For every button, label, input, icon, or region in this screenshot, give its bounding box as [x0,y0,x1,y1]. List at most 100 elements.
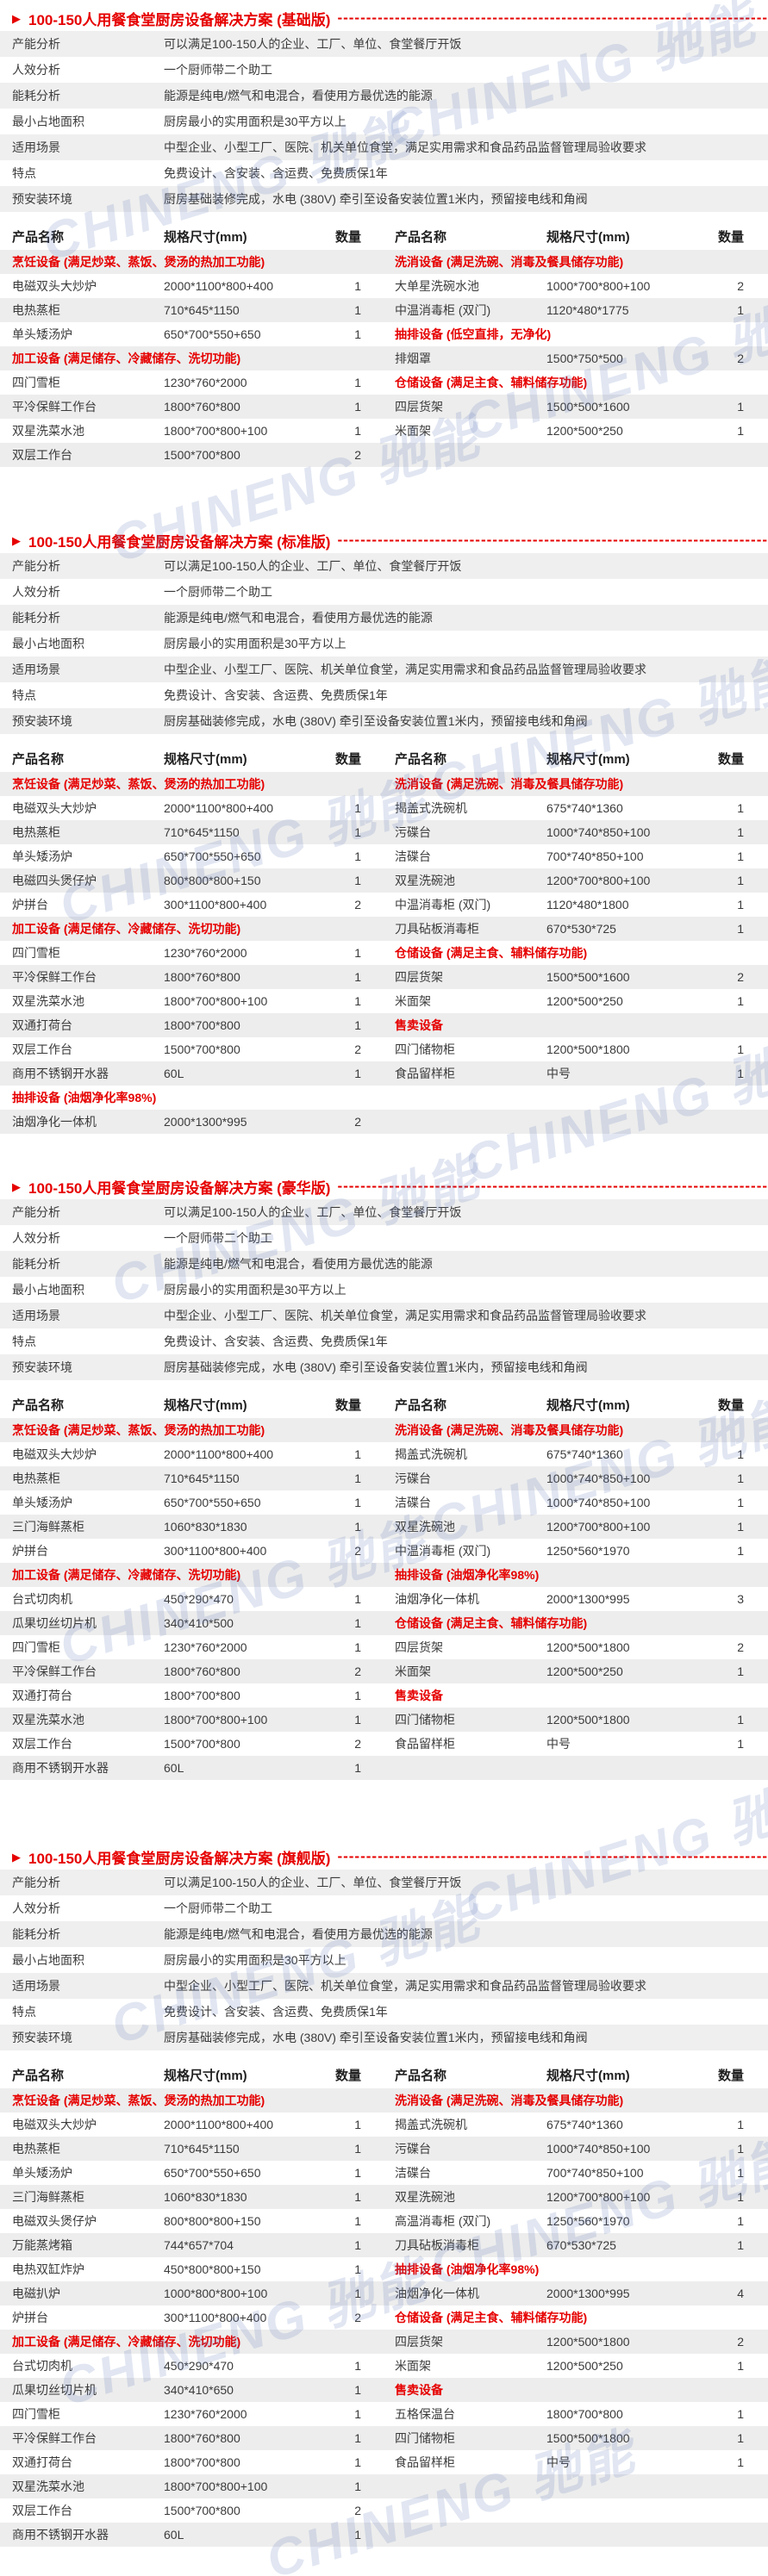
section-title-text: 100-150人用餐食堂厨房设备解决方案 (基础版) [28,11,331,28]
info-row: 产能分析 可以满足100-150人的企业、工厂、单位、食堂餐厅开饭 [0,31,768,57]
product-name: 刀具砧板消毒柜 [395,922,479,936]
row-half-left: 双层工作台 1500*700*800 2 [0,1732,373,1756]
product-qty: 1 [354,946,361,960]
row-half-left: 双星洗菜水池 1800*700*800+100 1 [0,1708,373,1732]
table-row: 烹饪设备 (满足炒菜、蒸饭、煲汤的热加工功能) 洗消设备 (满足洗碗、消毒及餐具储… [0,1418,768,1442]
product-qty: 1 [354,2262,361,2276]
row-half-right: 食品留样柜 中号 1 [383,1061,756,1086]
row-half-left: 电热蒸柜 710*645*1150 1 [0,1466,373,1490]
product-name: 排烟罩 [395,352,431,365]
product-qty: 2 [354,2311,361,2324]
table-row: 双层工作台 1500*700*800 2 食品留样柜 中号 1 [0,1732,768,1756]
product-qty: 2 [737,1640,744,1654]
product-spec: 340*410*650 [164,2383,234,2397]
product-qty: 2 [354,1042,361,1056]
row-half-right [383,2523,756,2547]
col-header-qty: 数量 [717,2068,744,2083]
product-spec: 1230*760*2000 [164,946,247,960]
info-label: 适用场景 [12,140,60,154]
product-spec: 1000*740*850+100 [546,825,651,839]
product-spec: 2000*1300*995 [546,2287,630,2300]
equipment-table: 产品名称 规格尺寸(mm) 数量 产品名称 规格尺寸(mm) 数量 烹饪设备 (满足炒菜、蒸… [0,744,768,1134]
col-header-spec: 规格尺寸(mm) [164,229,247,245]
product-name: 双通打荷台 [12,2455,72,2469]
table-row: 四门雪柜 1230*760*2000 1 四层货架 1200*500*1800 2 [0,1635,768,1659]
info-value: 可以满足100-150人的企业、工厂、单位、食堂餐厅开饭 [164,1205,462,1219]
table-row: 瓜果切丝切片机 340*410*650 1 售卖设备 [0,2378,768,2402]
table-row: 电热蒸柜 710*645*1150 1 污碟台 1000*740*850+100 1 [0,2137,768,2161]
row-half-right: 洁碟台 700*740*850+100 1 [383,844,756,868]
category-label: 抽排设备 (油烟净化率98%) [395,1568,540,1582]
info-row: 产能分析 可以满足100-150人的企业、工厂、单位、食堂餐厅开饭 [0,1870,768,1895]
row-half-left: 电磁双头大炒炉 2000*1100*800+400 1 [0,274,373,298]
row-half-left: 单头矮汤炉 650*700*550+650 1 [0,322,373,346]
row-half-left: 烹饪设备 (满足炒菜、蒸饭、煲汤的热加工功能) [0,772,373,796]
section-title: ▶ 100-150人用餐食堂厨房设备解决方案 (旗舰版) -------------… [0,1844,768,1870]
info-table: 产能分析 可以满足100-150人的企业、工厂、单位、食堂餐厅开饭 人效分析 一个厨师… [0,553,768,734]
row-half-right: 食品留样柜 中号 1 [383,1732,756,1756]
product-spec: 1000*700*800+100 [546,279,651,293]
product-qty: 1 [737,2407,744,2421]
product-spec: 1800*700*800 [164,1689,240,1702]
product-spec: 2000*1300*995 [164,1115,247,1129]
col-header-spec: 规格尺寸(mm) [164,1397,247,1413]
table-header-row: 产品名称 规格尺寸(mm) 数量 产品名称 规格尺寸(mm) 数量 [0,744,768,772]
row-half-left: 抽排设备 (油烟净化率98%) [0,1086,373,1110]
table-row: 电磁四头煲仔炉 800*800*800+150 1 双星洗碗池 1200*700*800… [0,868,768,893]
product-spec: 1200*500*1800 [546,1640,630,1654]
triangle-icon: ▶ [12,11,21,25]
table-row: 双通打荷台 1800*700*800 1 售卖设备 [0,1683,768,1708]
row-half-right [383,1086,756,1110]
row-half-right: 抽排设备 (油烟净化率98%) [383,1563,756,1587]
category-label: 烹饪设备 (满足炒菜、蒸饭、煲汤的热加工功能) [12,1423,265,1437]
product-spec: 450*800*800+150 [164,2262,261,2276]
row-half-left: 电热蒸柜 710*645*1150 1 [0,298,373,322]
product-qty: 1 [737,1496,744,1509]
category-label: 加工设备 (满足储存、冷藏储存、洗切功能) [12,2335,241,2349]
product-qty: 1 [737,1520,744,1534]
product-name: 双层工作台 [12,448,72,462]
product-spec: 1250*560*1970 [546,1544,630,1558]
table-row: 四门雪柜 1230*760*2000 1 仓储设备 (满足主食、辅料储存功能) [0,370,768,395]
product-qty: 2 [737,352,744,365]
product-qty: 1 [737,2142,744,2156]
table-row: 电热蒸柜 710*645*1150 1 中温消毒柜 (双门) 1120*480*1775… [0,298,768,322]
category-label: 抽排设备 (油烟净化率98%) [395,2262,540,2276]
col-header-product-name: 产品名称 [395,229,447,245]
info-value: 厨房最小的实用面积是30平方以上 [164,1283,347,1297]
row-half-right: 五格保温台 1800*700*800 1 [383,2402,756,2426]
product-spec: 710*645*1150 [164,2142,240,2156]
info-row: 产能分析 可以满足100-150人的企业、工厂、单位、食堂餐厅开饭 [0,1199,768,1225]
row-half-right: 抽排设备 (低空直排，无净化) [383,322,756,346]
product-qty: 1 [354,874,361,887]
product-spec: 1500*750*500 [546,352,623,365]
product-spec: 1500*700*800 [164,1042,240,1056]
product-spec: 1800*700*800 [164,2455,240,2469]
section-title-text: 100-150人用餐食堂厨房设备解决方案 (豪华版) [28,1179,331,1197]
info-value: 能源是纯电/燃气和电混合，看使用方最优选的能源 [164,89,433,103]
info-label: 特点 [12,2005,36,2019]
product-name: 油烟净化一体机 [12,1115,97,1129]
product-spec: 670*530*725 [546,2238,616,2252]
product-qty: 1 [737,2359,744,2373]
section-title: ▶ 100-150人用餐食堂厨房设备解决方案 (标准版) -------------… [0,527,768,553]
section-1: ▶ 100-150人用餐食堂厨房设备解决方案 (基础版) -------------… [0,5,768,467]
table-row: 商用不锈钢开水器 60L 1 食品留样柜 中号 1 [0,1061,768,1086]
product-qty: 2 [354,1664,361,1678]
col-header-spec: 规格尺寸(mm) [546,751,630,767]
info-row: 能耗分析 能源是纯电/燃气和电混合，看使用方最优选的能源 [0,1921,768,1947]
title-dashes: ----------------------------------------… [337,9,768,26]
product-spec: 1230*760*2000 [164,2407,247,2421]
row-half-right: 污碟台 1000*740*850+100 1 [383,1466,756,1490]
info-label: 最小占地面积 [12,637,84,650]
product-spec: 1800*700*800+100 [164,1713,268,1727]
row-half-left: 炉拼台 300*1100*800+400 2 [0,1539,373,1563]
col-header-qty: 数量 [717,751,744,767]
table-row: 电磁双头煲仔炉 800*800*800+150 1 高温消毒柜 (双门) 1250*56… [0,2209,768,2233]
row-half-right: 四层货架 1500*500*1600 1 [383,395,756,419]
product-name: 台式切肉机 [12,2359,72,2373]
product-spec: 1000*800*800+100 [164,2287,268,2300]
product-spec: 1500*500*1800 [546,2431,630,2445]
table-row: 双层工作台 1500*700*800 2 [0,443,768,467]
